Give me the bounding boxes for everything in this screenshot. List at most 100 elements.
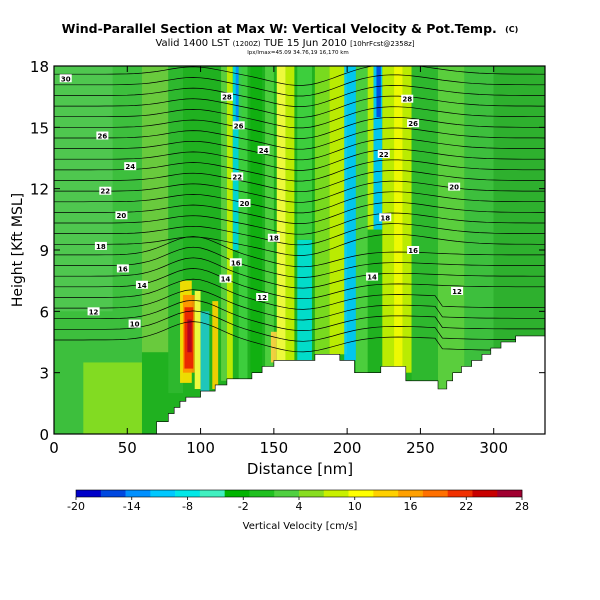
contour-label-17: 12 [256,293,269,302]
contour-label-text-10: 18 [96,243,106,251]
contour-label-box-26 [451,286,464,295]
colorbar-swatch-13 [398,490,424,497]
x-tick-label-5: 250 [406,439,435,457]
contour-label-text-26: 12 [452,288,462,296]
contour-label-25: 14 [366,272,379,282]
contour-label-3: 26 [96,131,109,141]
colorbar-swatch-1 [100,490,126,497]
chart-title-units: (C) [505,25,518,34]
contour-label-box-2 [232,121,245,130]
contour-label-23: 18 [379,213,392,222]
contour-label-box-24 [407,246,420,254]
colorbar-swatch-8 [274,490,300,497]
theta-contour-4 [54,278,545,310]
colorbar-swatch-5 [199,490,225,497]
subtitle-valid: Valid 1400 LST [155,38,230,49]
contour-label-box-15 [219,274,232,283]
theta-contour-19 [54,127,545,150]
colorbar-swatch-3 [150,490,176,497]
velocity-band-30 [373,66,383,230]
contour-label-text-1: 28 [222,94,232,102]
contour-label-19: 28 [401,94,414,104]
contour-label-7: 22 [231,172,244,181]
subtitle-meta: [10hrFcst@2358z] [350,40,415,48]
contour-label-box-25 [366,272,379,281]
theta-contour-8 [54,236,545,268]
contour-label-14: 14 [135,280,148,290]
contour-label-text-9: 20 [117,212,127,220]
contour-label-box-6 [99,186,112,195]
x-axis-label: Distance [nm] [247,460,353,478]
colorbar-tick-label-2: -8 [182,500,193,513]
contour-label-box-16 [87,307,100,316]
colorbar-tick-label-8: 28 [515,500,529,513]
velocity-band-12 [212,301,219,390]
colorbar-swatch-16 [472,490,498,497]
theta-contour-3 [54,289,545,321]
velocity-band-3 [141,66,169,353]
velocity-field [54,66,545,434]
contour-label-box-19 [401,94,414,103]
velocity-band-17 [238,66,248,379]
contour-label-text-13: 16 [231,259,241,267]
x-tick-label-0: 0 [49,439,59,457]
theta-contour-7 [54,246,545,278]
velocity-band-10 [194,290,201,390]
terrain [54,335,545,434]
velocity-band-4 [83,362,142,434]
colorbar-tick-label-3: -2 [238,500,249,513]
theta-contour-15 [54,170,545,193]
contour-label-text-0: 30 [61,75,71,83]
contour-label-text-14: 14 [137,282,147,290]
velocity-band-31 [376,66,381,118]
velocity-band-34 [402,66,412,373]
theta-contour-18 [54,138,545,161]
subtitle-date: TUE 15 Jun 2010 [263,38,347,49]
contour-label-text-20: 26 [408,120,418,128]
velocity-band-18 [250,66,263,373]
y-tick-label-4: 12 [30,181,49,199]
contour-label-box-12 [116,264,129,273]
contour-label-text-8: 20 [240,200,250,208]
velocity-band-20 [270,331,277,363]
contour-label-8: 20 [238,198,251,208]
velocity-band-11 [200,311,210,394]
contour-label-15: 14 [219,274,232,284]
x-tick-label-2: 100 [186,439,215,457]
contour-label-text-3: 26 [97,133,107,141]
contour-label-text-6: 22 [100,188,110,196]
contour-label-text-16: 12 [89,308,99,316]
chart-title: Wind-Parallel Section at Max W: Vertical… [62,21,519,36]
velocity-band-9 [187,319,192,353]
contour-label-box-4 [257,145,270,154]
contour-label-box-10 [94,241,107,250]
contour-label-text-19: 28 [402,96,412,104]
contour-label-box-17 [256,293,269,302]
contour-label-4: 24 [257,145,270,155]
theta-contour-22 [54,95,545,118]
chart-subtitle: Valid 1400 LST (1200Z) TUE 15 Jun 2010 [… [155,38,414,49]
contour-label-text-12: 16 [118,265,128,273]
contour-label-box-13 [229,258,242,267]
contour-label-5: 24 [124,162,137,171]
colorbar-swatch-12 [373,490,399,497]
contour-label-box-23 [379,213,392,222]
contour-label-0: 30 [59,74,72,83]
velocity-band-29 [367,66,374,230]
colorbar: -20 -14 -8 -2 4 10 16 22 28 [67,489,529,513]
theta-contour-1 [54,310,545,342]
velocity-band-38 [493,66,545,349]
contour-labels: 30 28 26 26 24 24 22 22 20 20 18 18 16 16 14 14 12 12 10 28… [59,74,464,329]
colorbar-swatch-7 [249,490,275,497]
y-tick-label-5: 15 [30,119,49,137]
x-tick-label-4: 200 [333,439,362,457]
contour-label-box-20 [407,119,420,128]
x-tick-label-6: 300 [479,439,508,457]
contour-label-22: 20 [448,182,461,192]
contour-label-21: 22 [377,149,390,159]
velocity-band-14 [226,66,233,379]
chart-title-main: Wind-Parallel Section at Max W: Vertical… [62,21,497,36]
contour-label-box-8 [238,198,251,207]
chart-small-meta: lpx/lmax=45.09 34.76,19 16,170 km [247,50,349,56]
colorbar-swatch-15 [447,490,473,497]
